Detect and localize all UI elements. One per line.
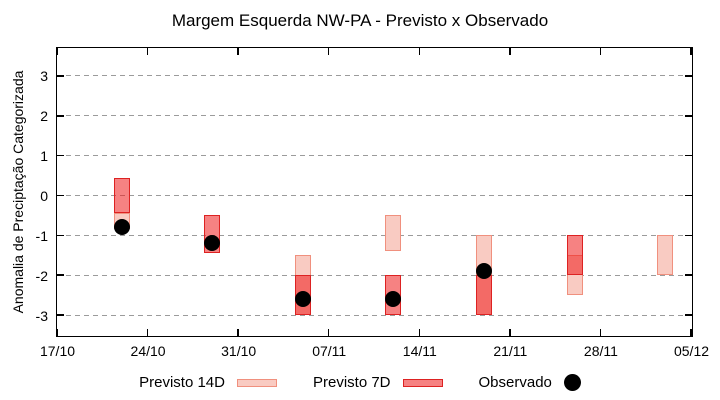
x-tick-label: 21/11 bbox=[493, 343, 528, 359]
x-tick-label: 14/11 bbox=[402, 343, 437, 359]
y-axis-tick bbox=[685, 154, 692, 157]
legend-item-previsto-14d: Previsto 14D bbox=[139, 374, 277, 391]
x-axis-tick bbox=[599, 329, 602, 336]
forecast-14d-box bbox=[385, 215, 402, 252]
y-tick-label: 3 bbox=[40, 68, 48, 85]
x-axis-tick bbox=[418, 48, 421, 55]
x-tick-label: 05/12 bbox=[673, 343, 710, 359]
y-tick-label: 2 bbox=[40, 108, 48, 125]
gridline bbox=[57, 115, 692, 117]
x-axis-tick bbox=[418, 329, 421, 336]
y-axis-tick bbox=[57, 115, 64, 117]
x-axis-tick bbox=[509, 329, 511, 336]
y-tick-label: -2 bbox=[35, 267, 48, 284]
chart-title: Margem Esquerda NW-PA - Previsto x Obser… bbox=[171, 11, 549, 30]
legend-swatch-observado-dot bbox=[563, 374, 581, 391]
observed-dot bbox=[385, 291, 402, 308]
y-tick-label: 1 bbox=[40, 148, 48, 165]
observed-dot bbox=[294, 291, 311, 308]
x-axis-tick bbox=[56, 329, 58, 336]
x-axis-tick bbox=[509, 48, 511, 55]
observed-dot bbox=[204, 235, 221, 252]
x-tick-label: 07/11 bbox=[312, 343, 347, 359]
legend-swatch-7d bbox=[402, 378, 443, 387]
legend-item-observado: Observado bbox=[479, 374, 581, 391]
x-axis-tick bbox=[599, 48, 602, 55]
gridline bbox=[57, 75, 692, 77]
x-axis-tick bbox=[237, 329, 239, 336]
x-tick-label: 28/11 bbox=[583, 343, 618, 359]
gridline bbox=[57, 274, 692, 276]
x-axis-tick bbox=[146, 48, 149, 55]
y-axis-tick bbox=[685, 234, 692, 237]
gridline bbox=[57, 234, 692, 236]
y-axis-tick bbox=[57, 314, 64, 316]
x-axis-tick bbox=[690, 48, 692, 55]
x-axis-tick bbox=[237, 48, 239, 55]
forecast-7d-box bbox=[566, 235, 583, 276]
gridline bbox=[57, 155, 692, 157]
legend-swatch-14d bbox=[236, 378, 277, 387]
x-axis-tick bbox=[327, 329, 330, 336]
legend-label-previsto-7d: Previsto 7D bbox=[312, 374, 391, 391]
x-axis-tick bbox=[327, 48, 330, 55]
y-tick-label: -1 bbox=[35, 227, 48, 244]
gridline bbox=[57, 194, 692, 196]
y-axis-tick bbox=[57, 234, 64, 237]
legend-label-observado: Observado bbox=[478, 374, 552, 391]
observed-dot bbox=[113, 219, 130, 236]
y-axis-tick bbox=[685, 75, 692, 77]
y-axis-tick bbox=[57, 154, 64, 157]
x-axis-tick bbox=[146, 329, 149, 336]
observed-dot bbox=[475, 263, 492, 280]
forecast-7d-box bbox=[113, 177, 130, 214]
plot-area bbox=[56, 47, 693, 337]
y-axis-tick bbox=[685, 115, 692, 117]
legend-item-previsto-7d: Previsto 7D bbox=[313, 374, 443, 391]
y-tick-label: 0 bbox=[40, 187, 48, 204]
x-tick-label: 24/10 bbox=[130, 343, 166, 359]
legend: Previsto 14D Previsto 7D Observado bbox=[0, 374, 720, 391]
y-axis-tick bbox=[685, 194, 692, 197]
y-axis-tick bbox=[57, 274, 64, 276]
y-tick-label: -3 bbox=[35, 307, 48, 324]
y-axis-tick bbox=[685, 274, 692, 276]
y-axis-tick bbox=[57, 75, 64, 77]
legend-label-previsto-14d: Previsto 14D bbox=[139, 374, 225, 391]
x-tick-label: 31/10 bbox=[221, 343, 257, 359]
gridline bbox=[57, 314, 692, 316]
x-axis-tick bbox=[690, 329, 692, 336]
y-axis-tick bbox=[57, 194, 64, 197]
y-axis-tick bbox=[685, 314, 692, 316]
x-tick-label: 17/10 bbox=[39, 343, 76, 359]
forecast-14d-box bbox=[657, 235, 674, 276]
x-axis-tick bbox=[56, 48, 58, 55]
forecast-7d-box bbox=[475, 275, 492, 316]
